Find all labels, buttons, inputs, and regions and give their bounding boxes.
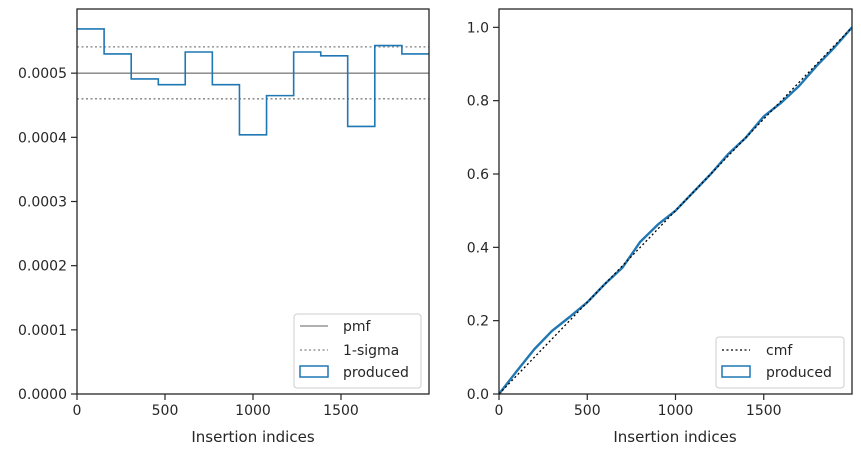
right-y-tick-label-3: 0.6 — [467, 167, 489, 183]
right-legend: cmf produced — [716, 337, 844, 388]
right-y-tick-label-0: 0.0 — [467, 387, 489, 403]
right-y-tick-label-4: 0.8 — [467, 94, 489, 110]
left-y-tick-label-2: 0.0002 — [18, 259, 67, 275]
left-legend: pmf 1-sigma produced — [294, 314, 421, 388]
left-x-tick-label-0: 0 — [73, 403, 82, 419]
right-y-ticks: 0.0 0.2 0.4 0.6 0.8 1.0 — [467, 20, 499, 403]
right-y-tick-label-5: 1.0 — [467, 20, 489, 36]
legend-produced-label-right: produced — [766, 365, 832, 381]
left-y-tick-label-4: 0.0004 — [18, 130, 67, 146]
left-y-tick-label-3: 0.0003 — [18, 195, 67, 211]
left-y-ticks: 0.0000 0.0001 0.0002 0.0003 0.0004 0.0005 — [18, 66, 77, 403]
right-x-axis-label: Insertion indices — [613, 428, 736, 446]
left-x-axis-label: Insertion indices — [191, 428, 314, 446]
left-plot-marks — [77, 29, 429, 135]
right-axes-frame — [499, 9, 852, 394]
legend-1-sigma-label: 1-sigma — [343, 343, 399, 359]
right-y-tick-label-2: 0.4 — [467, 240, 489, 256]
produced-step-series — [77, 29, 429, 135]
right-x-tick-label-0: 0 — [495, 403, 504, 419]
legend-pmf-label: pmf — [343, 319, 372, 335]
left-y-tick-label-1: 0.0001 — [18, 323, 67, 339]
legend-produced-label: produced — [343, 365, 409, 381]
right-y-tick-label-1: 0.2 — [467, 314, 489, 330]
left-x-tick-label-3: 1500 — [323, 403, 359, 419]
right-chart: 0 500 1000 1500 0.0 0.2 0.4 0.6 0.8 1.0 Insertio… — [467, 9, 852, 446]
left-x-ticks: 0 500 1000 1500 — [73, 394, 359, 419]
right-x-tick-label-3: 1500 — [746, 403, 782, 419]
left-x-tick-label-1: 500 — [152, 403, 179, 419]
right-x-tick-label-2: 1000 — [658, 403, 694, 419]
right-x-tick-label-1: 500 — [574, 403, 601, 419]
right-x-ticks: 0 500 1000 1500 — [495, 394, 782, 419]
left-y-tick-label-5: 0.0005 — [18, 66, 67, 82]
left-x-tick-label-2: 1000 — [235, 403, 271, 419]
legend-cmf-label: cmf — [766, 343, 793, 359]
left-y-tick-label-0: 0.0000 — [18, 387, 67, 403]
